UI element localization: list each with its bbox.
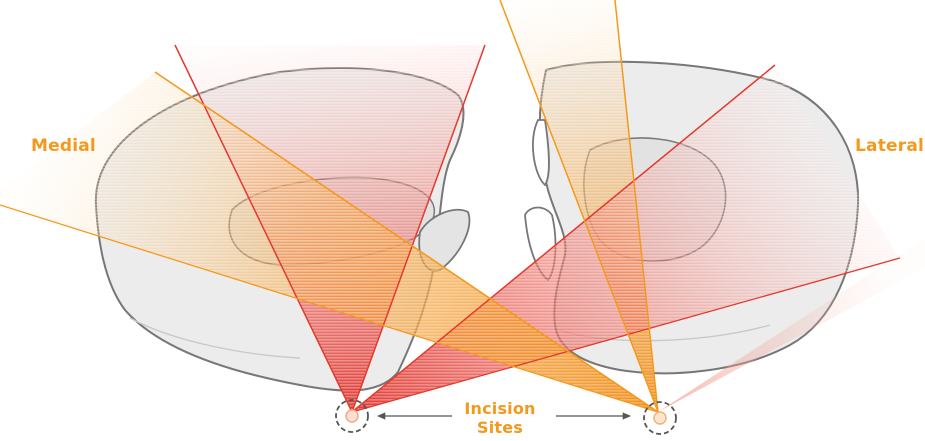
beams	[0, 0, 925, 412]
lateral-label: Lateral	[855, 136, 924, 156]
incision-sites-label: Incision Sites	[440, 399, 560, 437]
right-incision-dot	[654, 412, 666, 424]
lateral-notch-groove	[533, 120, 549, 185]
left-incision-dot	[346, 410, 358, 422]
incision-label-line1: Incision	[440, 399, 560, 418]
medial-label: Medial	[31, 136, 96, 156]
incision-label-line2: Sites	[440, 418, 560, 437]
